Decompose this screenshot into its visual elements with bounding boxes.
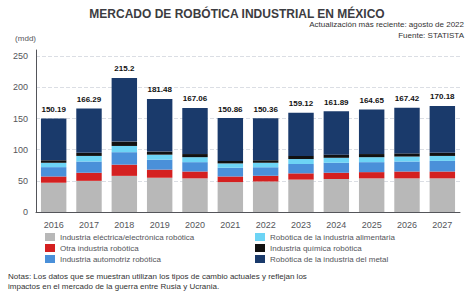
- svg-text:(mdd): (mdd): [15, 34, 36, 43]
- svg-text:Robótica de la industria del m: Robótica de la industria del metal: [270, 255, 389, 264]
- svg-text:150.86: 150.86: [218, 105, 243, 114]
- svg-text:2022: 2022: [256, 220, 276, 230]
- svg-text:250: 250: [13, 51, 28, 61]
- svg-text:167.42: 167.42: [395, 94, 420, 103]
- svg-text:Industria automotriz robótica: Industria automotriz robótica: [60, 255, 161, 264]
- svg-text:2026: 2026: [397, 220, 417, 230]
- svg-text:161.89: 161.89: [324, 98, 349, 107]
- svg-text:2021: 2021: [220, 220, 240, 230]
- svg-text:0: 0: [23, 207, 28, 217]
- svg-text:2024: 2024: [326, 220, 346, 230]
- svg-text:Robótica de la industria alime: Robótica de la industria alimentaria: [270, 233, 396, 242]
- svg-text:Fuente: STATISTA: Fuente: STATISTA: [398, 31, 464, 40]
- svg-text:200: 200: [13, 82, 28, 92]
- svg-text:2020: 2020: [185, 220, 205, 230]
- svg-text:50: 50: [18, 176, 28, 186]
- svg-text:2027: 2027: [432, 220, 452, 230]
- svg-text:Otra industria robótica: Otra industria robótica: [60, 244, 139, 253]
- svg-text:Actualización más reciente: ag: Actualización más reciente: agosto de 20…: [309, 19, 464, 29]
- svg-text:Industria eléctrica/electrónic: Industria eléctrica/electrónica robótica: [60, 233, 195, 242]
- svg-text:150.36: 150.36: [253, 105, 278, 114]
- svg-text:Notas: Los datos que se muestr: Notas: Los datos que se muestran utiliza…: [8, 272, 307, 281]
- svg-text:Industria química robótica: Industria química robótica: [270, 244, 362, 253]
- svg-text:166.29: 166.29: [77, 95, 102, 104]
- svg-text:impactos en el mercado de la g: impactos en el mercado de la guerra entr…: [8, 282, 219, 291]
- svg-text:2016: 2016: [44, 220, 64, 230]
- svg-text:215.2: 215.2: [114, 64, 135, 73]
- svg-text:167.06: 167.06: [183, 94, 208, 103]
- svg-text:MERCADO DE ROBÓTICA INDUSTRIAL: MERCADO DE ROBÓTICA INDUSTRIAL EN MÉXICO: [89, 6, 384, 21]
- svg-text:150: 150: [13, 114, 28, 124]
- svg-text:2019: 2019: [150, 220, 170, 230]
- svg-text:159.12: 159.12: [289, 99, 314, 108]
- svg-text:100: 100: [13, 145, 28, 155]
- svg-text:2025: 2025: [362, 220, 382, 230]
- svg-text:2023: 2023: [291, 220, 311, 230]
- svg-text:2017: 2017: [79, 220, 99, 230]
- svg-text:164.65: 164.65: [359, 96, 384, 105]
- svg-text:181.48: 181.48: [147, 85, 172, 94]
- svg-text:170.18: 170.18: [430, 92, 455, 101]
- svg-text:150.19: 150.19: [41, 105, 66, 114]
- svg-text:2018: 2018: [114, 220, 134, 230]
